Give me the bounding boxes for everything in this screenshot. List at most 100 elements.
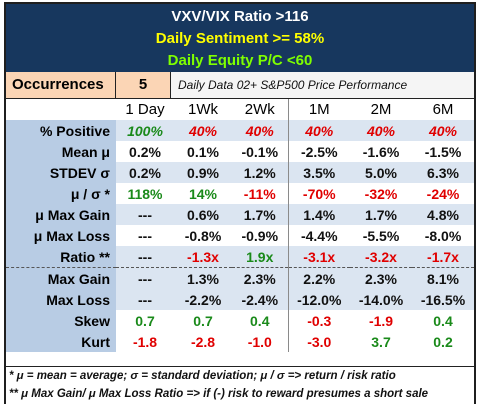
table-cell: 0.4 <box>412 310 474 331</box>
table-cell: -2.2% <box>174 289 232 310</box>
table-cell: 1.2% <box>232 162 288 183</box>
table-cell: -1.6% <box>350 141 412 162</box>
table-cell: --- <box>116 225 174 246</box>
table-cell: -14.0% <box>350 289 412 310</box>
table-cell: -1.8 <box>116 331 174 352</box>
column-header: 1 Day <box>116 99 174 120</box>
table-cell: -3.1x <box>287 246 350 268</box>
table-row: STDEV σ 0.2% 0.9% 1.2% 3.5% 5.0% 6.3% <box>6 162 474 183</box>
row-label: STDEV σ <box>6 162 116 183</box>
stats-panel: VXV/VIX Ratio >116 Daily Sentiment >= 58… <box>4 2 476 404</box>
table-cell: 6.3% <box>412 162 474 183</box>
table-row: Skew 0.7 0.7 0.4 -0.3 -1.9 0.4 <box>6 310 474 331</box>
table-row: Mean μ 0.2% 0.1% -0.1% -2.5% -1.6% -1.5% <box>6 141 474 162</box>
data-note: Daily Data 02+ S&P500 Price Performance <box>178 78 408 92</box>
table-cell: -1.7x <box>412 246 474 268</box>
table-cell: 0.1% <box>174 141 232 162</box>
occurrences-value: 5 <box>116 72 171 98</box>
table-cell: 0.7 <box>116 310 174 331</box>
row-label: Max Loss <box>6 289 116 310</box>
table-row: μ Max Loss --- -0.8% -0.9% -4.4% -5.5% -… <box>6 225 474 246</box>
header-banner: VXV/VIX Ratio >116 Daily Sentiment >= 58… <box>6 4 474 72</box>
table-cell: 40% <box>350 120 412 141</box>
table-cell: 1.9x <box>232 246 288 268</box>
panel-title: VXV/VIX Ratio >116 <box>171 8 309 25</box>
table-cell: -0.1% <box>232 141 288 162</box>
row-label: μ Max Gain <box>6 204 116 225</box>
table-cell: -16.5% <box>412 289 474 310</box>
table-cell: --- <box>116 204 174 225</box>
row-label: Ratio ** <box>6 246 116 268</box>
footnotes: * μ = mean = average; σ = standard devia… <box>6 366 474 404</box>
table-cell: 0.4 <box>232 310 288 331</box>
table-cell: 40% <box>232 120 288 141</box>
table-cell: 1.4% <box>287 204 350 225</box>
table-row: μ Max Gain --- 0.6% 1.7% 1.4% 1.7% 4.8% <box>6 204 474 225</box>
table-cell: -3.2x <box>350 246 412 268</box>
row-label: % Positive <box>6 120 116 141</box>
equity-pc-condition: Daily Equity P/C <60 <box>167 52 313 69</box>
table-cell: 4.8% <box>412 204 474 225</box>
table-row: Max Gain --- 1.3% 2.3% 2.2% 2.3% 8.1% <box>6 267 474 289</box>
table-cell: -3.0 <box>287 331 350 352</box>
table-cell: 3.5% <box>287 162 350 183</box>
table-cell: 2.3% <box>232 267 288 289</box>
table-cell: -2.5% <box>287 141 350 162</box>
footnote-2: ** μ Max Gain/ μ Max Loss Ratio => if (-… <box>9 388 429 400</box>
row-label: μ / σ * <box>6 183 116 204</box>
row-label: Max Gain <box>6 267 116 289</box>
table-cell: -1.9 <box>350 310 412 331</box>
table-cell: 40% <box>412 120 474 141</box>
table-cell: 0.2 <box>412 331 474 352</box>
table-cell: -5.5% <box>350 225 412 246</box>
table-cell: 2.2% <box>287 267 350 289</box>
table-cell: -0.9% <box>232 225 288 246</box>
sentiment-condition: Daily Sentiment >= 58% <box>155 30 325 47</box>
table-cell: -24% <box>412 183 474 204</box>
table-cell: -1.3x <box>174 246 232 268</box>
table-cell: 1.7% <box>350 204 412 225</box>
table-cell: -12.0% <box>287 289 350 310</box>
table-cell: -1.0 <box>232 331 288 352</box>
table-cell: 0.2% <box>116 162 174 183</box>
table-cell: -8.0% <box>412 225 474 246</box>
column-header: 1Wk <box>174 99 232 120</box>
table-cell: --- <box>116 267 174 289</box>
occurrences-label: Occurrences <box>6 72 116 98</box>
table-cell: 1.7% <box>232 204 288 225</box>
table-cell: 1.3% <box>174 267 232 289</box>
table-cell: --- <box>116 289 174 310</box>
table-cell: -70% <box>287 183 350 204</box>
table-cell: 118% <box>116 183 174 204</box>
table-cell: 3.7 <box>350 331 412 352</box>
row-label: Kurt <box>6 331 116 352</box>
table-cell: -11% <box>232 183 288 204</box>
table-cell: --- <box>116 246 174 268</box>
column-header: 2Wk <box>232 99 288 120</box>
table-cell: -4.4% <box>287 225 350 246</box>
table-cell: 0.7 <box>174 310 232 331</box>
table-cell: 2.3% <box>350 267 412 289</box>
footnote-1: * μ = mean = average; σ = standard devia… <box>9 370 396 382</box>
column-header: 2M <box>350 99 412 120</box>
column-header: 1M <box>287 99 350 120</box>
row-label: Mean μ <box>6 141 116 162</box>
table-cell: 14% <box>174 183 232 204</box>
table-cell: -2.4% <box>232 289 288 310</box>
table-row: μ / σ * 118% 14% -11% -70% -32% -24% <box>6 183 474 204</box>
table-cell: 40% <box>287 120 350 141</box>
column-header-row: 1 Day 1Wk 2Wk 1M 2M 6M <box>6 99 474 120</box>
table-row: % Positive 100% 40% 40% 40% 40% 40% <box>6 120 474 141</box>
table-cell: -0.8% <box>174 225 232 246</box>
table-row: Kurt -1.8 -2.8 -1.0 -3.0 3.7 0.2 <box>6 331 474 352</box>
table-cell: -0.3 <box>287 310 350 331</box>
row-label: Skew <box>6 310 116 331</box>
table-row: Ratio ** --- -1.3x 1.9x -3.1x -3.2x -1.7… <box>6 246 474 268</box>
table-cell: 40% <box>174 120 232 141</box>
table-cell: 0.9% <box>174 162 232 183</box>
table-cell: 0.6% <box>174 204 232 225</box>
corner-cell <box>6 99 116 120</box>
table-cell: -2.8 <box>174 331 232 352</box>
table-cell: -1.5% <box>412 141 474 162</box>
table-cell: -32% <box>350 183 412 204</box>
